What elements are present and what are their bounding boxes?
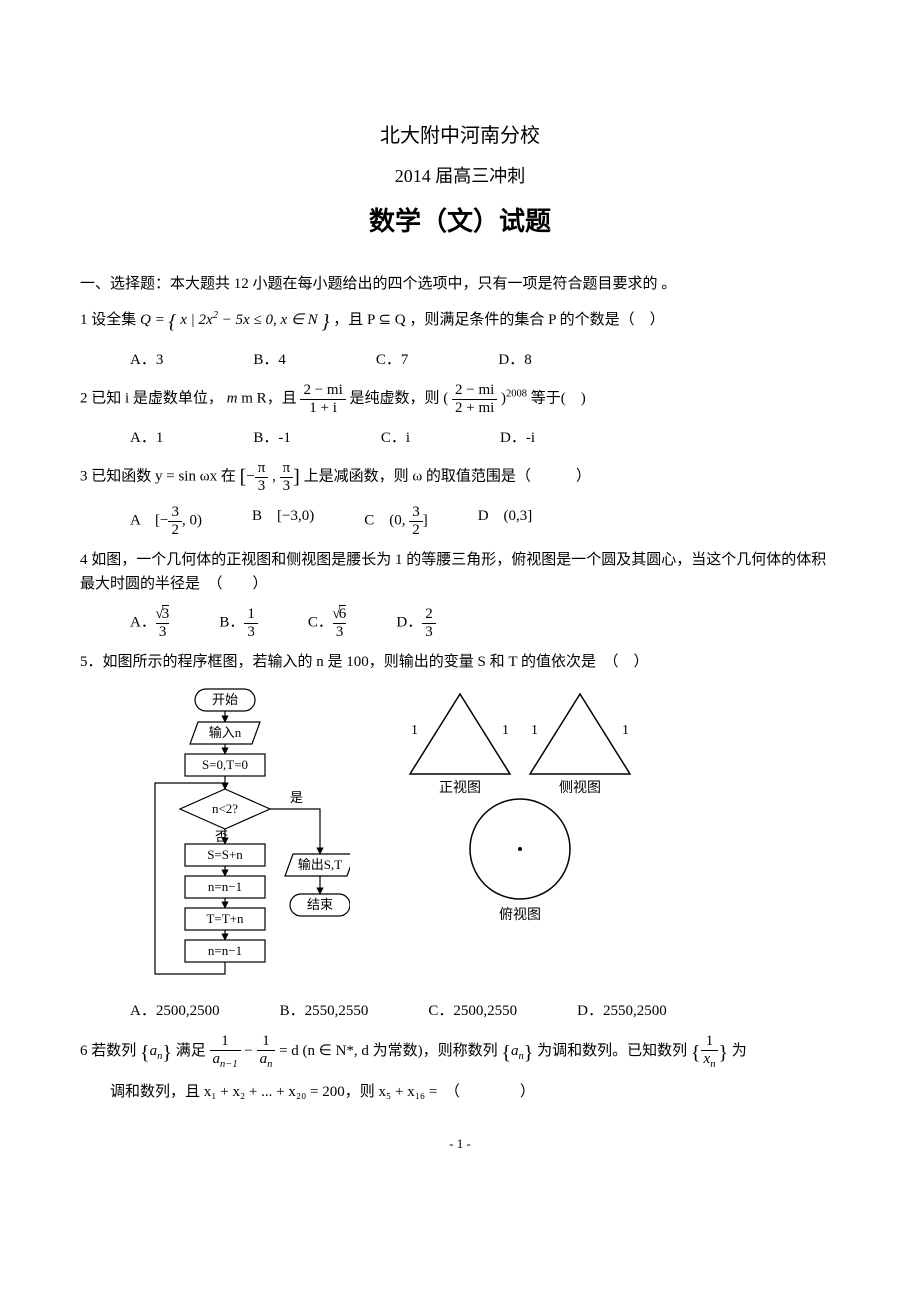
title-block: 北大附中河南分校 2014 届高三冲刺 数学（文）试题 <box>80 120 840 242</box>
page-number: - 1 - <box>80 1134 840 1155</box>
question-2: 2 已知 i 是虚数单位， m m R，且 2 − mi 1 + i 是纯虚数，… <box>80 382 840 416</box>
svg-text:结束: 结束 <box>307 897 333 912</box>
q2-opt-a: A．1 <box>130 426 163 450</box>
svg-text:开始: 开始 <box>212 692 238 707</box>
question-1: 1 设全集 Q = { x | 2x2 − 5x ≤ 0, x ∈ N } ，且… <box>80 306 840 338</box>
q2-opt-c: C．i <box>381 426 410 450</box>
q3-hi: π3 <box>280 460 294 494</box>
q3-opt-d: D (0,3] <box>478 504 533 538</box>
q2-m: m <box>227 391 242 407</box>
q4-options: A．3√3 B．13 C．6√3 D．23 <box>130 606 840 640</box>
q3-lo: π3 <box>255 460 269 494</box>
q2-mr: m R，且 <box>241 391 296 407</box>
svg-text:1: 1 <box>531 723 538 738</box>
svg-text:n<2?: n<2? <box>212 801 238 816</box>
three-views: 1 1 1 1 正视图 侧视图俯视图 <box>390 684 650 924</box>
q1-opt-b: B．4 <box>253 348 286 372</box>
svg-text:T=T+n: T=T+n <box>206 911 244 926</box>
svg-text:n=n−1: n=n−1 <box>208 943 242 958</box>
q2-frac2-d: 2 + mi <box>452 400 497 417</box>
q5-opt-b: B．2550,2550 <box>280 999 369 1023</box>
q1-mid: ，且 P ⊆ Q ，则满足条件的集合 P 的个数是（ ） <box>333 312 664 328</box>
q2-exp: 2008 <box>506 389 527 400</box>
figures-row: 开始输入n S=0,T=0 n<2? S=S+n n=n−1 T=T+n n=n−1 输出S,… <box>120 684 840 989</box>
svg-text:俯视图: 俯视图 <box>499 907 541 923</box>
q2-opt-b: B．-1 <box>253 426 291 450</box>
flowchart-svg: 开始输入n S=0,T=0 n<2? S=S+n n=n−1 T=T+n n=n−1 输出S,… <box>120 684 350 989</box>
q2-options: A．1 B．-1 C．i D．-i <box>130 426 840 450</box>
svg-text:输入n: 输入n <box>209 725 242 740</box>
svg-text:S=0,T=0: S=0,T=0 <box>202 757 248 772</box>
svg-text:1: 1 <box>622 723 629 738</box>
q2-frac2-n: 2 − mi <box>452 382 497 400</box>
main-title: 数学（文）试题 <box>80 201 840 243</box>
q3-options: A [−32, 0) B [−3,0) C (0, 32] D (0,3] <box>130 504 840 538</box>
q3-opt-a: A [−32, 0) <box>130 504 202 538</box>
section-1-head: 一、选择题：本大题共 12 小题在每小题给出的四个选项中，只有一项是符合题目要求… <box>80 272 840 296</box>
q3-prefix: 3 已知函数 y = sin ωx 在 <box>80 469 236 485</box>
q5-options: A．2500,2500 B．2550,2550 C．2500,2550 D．25… <box>130 999 840 1023</box>
svg-text:1: 1 <box>411 723 418 738</box>
school-name: 北大附中河南分校 <box>80 120 840 152</box>
flowchart: 开始输入n S=0,T=0 n<2? S=S+n n=n−1 T=T+n n=n−1 输出S,… <box>120 684 350 989</box>
svg-text:正视图: 正视图 <box>439 780 481 796</box>
svg-text:侧视图: 侧视图 <box>559 780 601 796</box>
q1-opt-c: C．7 <box>376 348 409 372</box>
q2-frac1-n: 2 − mi <box>300 382 345 400</box>
q6-f2: 1an <box>257 1033 276 1070</box>
q1-opt-d: D．8 <box>498 348 531 372</box>
q6-f1: 1an−1 <box>210 1033 241 1070</box>
q4-opt-c: C．6√3 <box>308 606 347 640</box>
q2-mid1: 是纯虚数，则 ( <box>350 391 449 407</box>
question-6: 6 若数列 {an} 满足 1an−1 − 1an = d (n ∈ N*, d… <box>80 1033 840 1070</box>
q4-opt-d: D．23 <box>396 606 435 640</box>
q1-set: Q = { x | 2x2 − 5x ≤ 0, x ∈ N } <box>140 312 329 328</box>
svg-text:输出S,T: 输出S,T <box>298 857 342 872</box>
question-6-line2: 调和数列，且 x₁ + x₂ + ... + x₂₀ = 200，则 x₅ + … <box>110 1080 840 1104</box>
exam-sub: 2014 届高三冲刺 <box>80 162 840 191</box>
q4-opt-a: A．3√3 <box>130 606 169 640</box>
q5-opt-a: A．2500,2500 <box>130 999 220 1023</box>
q2-frac1-d: 1 + i <box>300 400 345 417</box>
svg-text:是: 是 <box>290 790 303 805</box>
q4-opt-b: B．13 <box>219 606 258 640</box>
svg-text:1: 1 <box>502 723 509 738</box>
svg-text:否: 否 <box>215 829 228 844</box>
q2-prefix: 2 已知 i 是虚数单位， <box>80 391 223 407</box>
q5-opt-c: C．2500,2550 <box>428 999 517 1023</box>
q3-opt-c: C (0, 32] <box>364 504 428 538</box>
svg-text:n=n−1: n=n−1 <box>208 879 242 894</box>
q1-options: A．3 B．4 C．7 D．8 <box>130 348 840 372</box>
question-4: 4 如图，一个几何体的正视图和侧视图是腰长为 1 的等腰三角形，俯视图是一个圆及… <box>80 548 840 596</box>
q5-opt-d: D．2550,2500 <box>577 999 667 1023</box>
q2-frac2: 2 − mi 2 + mi <box>452 382 497 416</box>
question-5: 5．如图所示的程序框图，若输入的 n 是 100，则输出的变量 S 和 T 的值… <box>80 650 840 674</box>
svg-text:S=S+n: S=S+n <box>207 847 243 862</box>
q3-opt-b: B [−3,0) <box>252 504 314 538</box>
q2-tail: 等于( ) <box>531 391 586 407</box>
q6-prefix: 6 若数列 <box>80 1043 136 1059</box>
views-svg: 1 1 1 1 正视图 侧视图俯视图 <box>390 684 650 924</box>
question-3: 3 已知函数 y = sin ωx 在 [−π3 , π3] 上是减函数，则 ω… <box>80 460 840 494</box>
q2-frac1: 2 − mi 1 + i <box>300 382 345 416</box>
q1-opt-a: A．3 <box>130 348 163 372</box>
q3-mid: 上是减函数，则 ω 的取值范围是（ ） <box>304 469 591 485</box>
q1-prefix: 1 设全集 <box>80 312 136 328</box>
q2-opt-d: D．-i <box>500 426 535 450</box>
